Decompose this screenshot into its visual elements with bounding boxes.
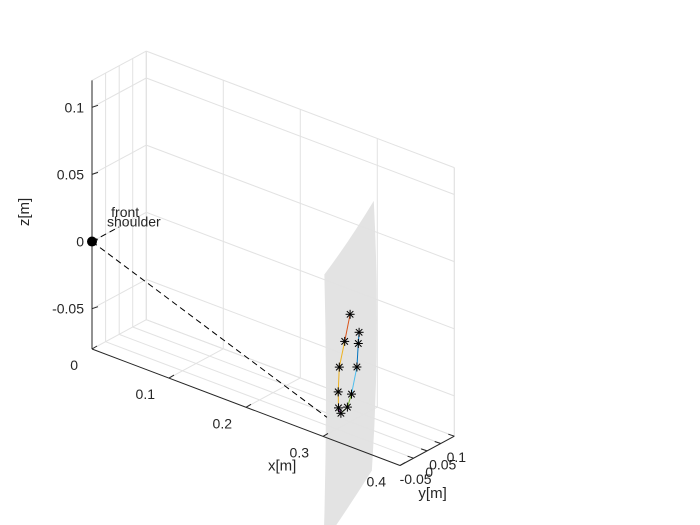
x-tick-mark [322, 432, 329, 437]
grid-line-z-back [91, 144, 147, 175]
trajectory-segment [346, 393, 352, 408]
z-tick-label: 0 [76, 234, 84, 250]
grid-line-y-floor [105, 341, 414, 459]
trajectory-point [345, 309, 355, 319]
trajectory-point-stroke [355, 328, 363, 336]
z-tick-label: -0.05 [52, 301, 84, 317]
grid-line-z-side [146, 77, 455, 195]
y-tick-mark [407, 455, 414, 459]
y-axis-label: y[m] [418, 485, 446, 502]
y-tick-label: 0 [425, 464, 433, 480]
trajectory-point [336, 408, 346, 418]
box-edge-floor-right [146, 319, 455, 437]
x-tick-mark [245, 403, 252, 408]
x-axis-label: x[m] [268, 458, 296, 475]
trajectory-point [347, 389, 356, 399]
y-axis-line [399, 435, 455, 466]
trajectory-point-stroke [353, 363, 361, 371]
trajectory-point [352, 362, 362, 372]
trajectory-point [333, 387, 343, 397]
trajectory-segment [351, 366, 358, 395]
trajectory-point [354, 327, 364, 337]
shoulder-label: shoulder [107, 214, 161, 230]
z-axis-label: z[m] [16, 198, 33, 226]
trajectory [333, 309, 364, 418]
surface-patch [324, 200, 377, 525]
trajectory-point-stroke [343, 403, 351, 411]
trajectory-point-stroke [335, 363, 343, 371]
x-tick-mark [168, 374, 175, 379]
trajectory-point [334, 362, 344, 372]
surface-plane [324, 200, 377, 525]
grid-line-z-back [91, 278, 147, 310]
x-tick-label: 0 [70, 357, 78, 373]
trajectory-segment [344, 314, 351, 342]
z-tick-mark [91, 104, 99, 108]
grid-line-z-side [146, 278, 455, 397]
grid-line-z-side [146, 211, 455, 330]
trajectory-point-stroke [334, 404, 343, 412]
trajectory-point-stroke [354, 339, 362, 348]
y-tick-mark [448, 433, 455, 437]
x-tick-label: 0.4 [367, 474, 387, 490]
z-tick-mark [91, 171, 99, 175]
box-edge-back-top [91, 50, 147, 81]
trajectory-point-stroke [346, 310, 354, 318]
z-tick-mark [91, 306, 99, 310]
grid-line-z-side [146, 144, 455, 263]
trajectory-point-stroke [341, 337, 349, 345]
x-tick-label: 0.2 [213, 415, 233, 431]
grid-line-y-floor [119, 333, 428, 452]
front-label: front [111, 204, 139, 220]
trajectory-point-stroke [337, 409, 345, 417]
shoulder-marker [87, 236, 97, 247]
y-tick-label: -0.05 [400, 471, 432, 487]
x-tick-label: 0.1 [136, 386, 156, 402]
z-tick-label: 0.05 [57, 166, 84, 182]
trajectory-point [342, 402, 352, 412]
dashed-guide-lines [87, 226, 328, 418]
grid-line-y-floor [132, 326, 441, 444]
x-tick-mark [91, 345, 98, 350]
guide-shoulder-trajectory [91, 241, 328, 418]
trajectory-segment [338, 341, 346, 368]
trajectory-point [353, 339, 363, 348]
y-tick-label: 0.1 [447, 449, 467, 465]
guide-shoulder-front [91, 226, 120, 243]
x-tick-mark [399, 462, 406, 466]
y-tick-mark [434, 441, 441, 444]
trajectory-point [340, 336, 350, 346]
grid-line-z-back [91, 77, 147, 108]
x-tick-label: 0.3 [290, 444, 310, 460]
y-tick-label: 0.05 [429, 457, 456, 473]
box-edge-side-top [146, 50, 455, 169]
grid-lines [91, 50, 455, 466]
z-tick-label: 0.1 [65, 99, 85, 115]
trajectory-point-stroke [347, 390, 356, 398]
trajectory-point-stroke [334, 388, 342, 396]
y-tick-mark [420, 448, 428, 452]
